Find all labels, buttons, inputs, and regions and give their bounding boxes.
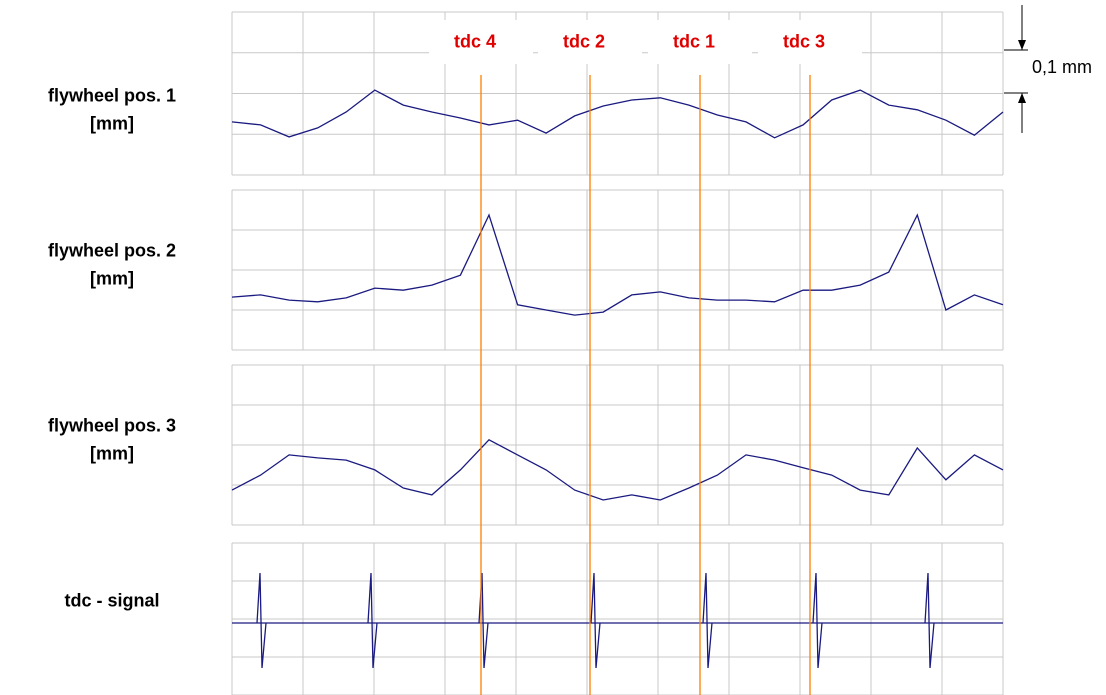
trace <box>231 89 1004 139</box>
scale-arrowhead <box>1018 93 1026 103</box>
signal-label: tdc - signal <box>64 590 159 610</box>
tdc-pulse <box>590 572 601 669</box>
tdc-label: tdc 3 <box>783 31 825 51</box>
tdc-pulse <box>924 572 935 669</box>
tdc-pulse <box>812 572 823 669</box>
tdc-box <box>538 20 642 64</box>
tdc-box <box>758 20 862 64</box>
tdc-box <box>648 20 752 64</box>
trace <box>231 438 1004 501</box>
series-name: flywheel pos. 3 <box>48 415 176 435</box>
tdc-label: tdc 2 <box>563 31 605 51</box>
scale-label: 0,1 mm <box>1032 57 1092 77</box>
scale-arrowhead <box>1018 40 1026 50</box>
series-unit: [mm] <box>90 443 134 463</box>
tdc-label: tdc 1 <box>673 31 715 51</box>
tdc-box <box>429 20 533 64</box>
tdc-pulse <box>367 572 378 669</box>
tdc-pulse <box>702 572 713 669</box>
trace <box>231 213 1004 316</box>
tdc-pulse <box>256 572 267 669</box>
series-unit: [mm] <box>90 113 134 133</box>
tdc-label: tdc 4 <box>454 31 496 51</box>
series-unit: [mm] <box>90 268 134 288</box>
series-name: flywheel pos. 2 <box>48 240 176 260</box>
series-name: flywheel pos. 1 <box>48 85 176 105</box>
